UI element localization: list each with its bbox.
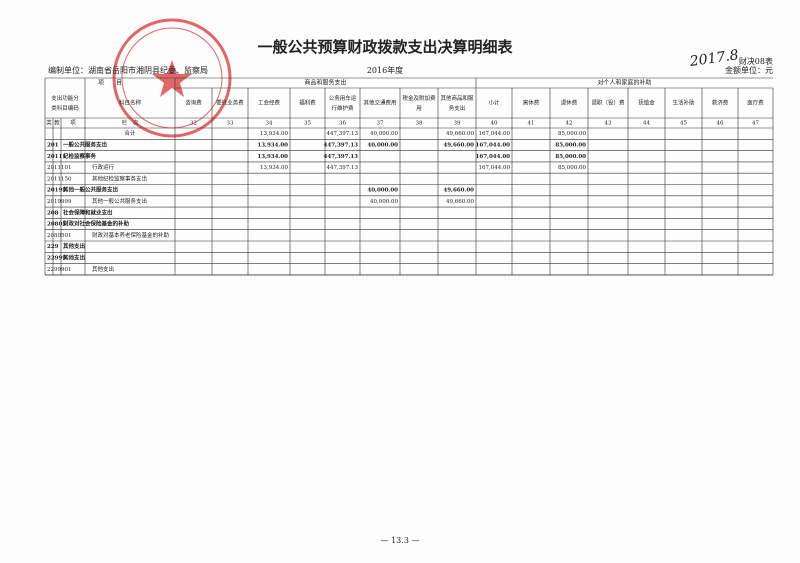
column-header: 其他商品和服务支出 [440, 94, 474, 112]
column-number: 42 [566, 121, 573, 127]
row-name: 纪检监察事务 [63, 152, 97, 160]
level-label: 类 [46, 119, 52, 127]
cell-value: 447,397.13 [324, 154, 359, 160]
cell-value: 40,000.00 [370, 131, 398, 137]
row-name: 其他支出 [92, 265, 114, 273]
row-code: 20111 [47, 154, 66, 160]
row-name: 其他支出 [63, 242, 86, 250]
cell-value: 40,000.00 [370, 199, 398, 205]
row-name: 行政运行 [92, 163, 115, 171]
cell-value: 49,660.00 [443, 142, 474, 148]
column-number: 33 [227, 121, 234, 127]
row-name: 一般公共服务支出 [63, 140, 108, 148]
page-number: — 13.3 — [381, 536, 420, 545]
cell-value: 447,397.13 [327, 165, 359, 171]
column-header: 离休费 [523, 99, 540, 107]
name-header: 科目名称 [119, 99, 142, 107]
row-name: 其他支出 [63, 253, 86, 261]
column-header: 公务用车运行维护费 [329, 94, 357, 112]
row-code: 201 [47, 142, 59, 148]
column-header: 工会经费 [258, 99, 281, 107]
row-name: 其他一般公共服务支出 [63, 186, 119, 194]
cell-value: 13,934.00 [257, 142, 288, 148]
cell-value: 85,000.00 [558, 165, 586, 171]
year: 2016年度 [367, 65, 403, 75]
column-number: 37 [377, 121, 384, 127]
row-code: 2011101 [47, 165, 72, 171]
column-number: 32 [190, 121, 197, 127]
cell-value: 447,397.13 [327, 131, 359, 137]
cell-value: 167,044.00 [476, 154, 511, 160]
column-header: 委托业务费 [216, 99, 244, 107]
column-number: 39 [454, 121, 461, 127]
code-header: 支出功能分类科目编码 [51, 94, 79, 112]
column-number: 43 [605, 121, 612, 127]
row-name: 其他一般公共服务支出 [92, 197, 147, 205]
cell-value: 167,044.00 [476, 142, 511, 148]
cell-value: 13,934.00 [260, 165, 288, 171]
cell-value: 49,660.00 [446, 199, 474, 205]
cell-value: 13,934.00 [260, 131, 288, 137]
column-header: 医疗费 [747, 99, 764, 107]
col-label: 栏 次 [122, 119, 139, 127]
group-header: 商品和服务支出 [304, 79, 346, 87]
row-code: 208 [47, 210, 59, 216]
row-code: 22999 [47, 255, 66, 261]
row-name: 合计 [124, 129, 136, 137]
column-header: 退职（役）费 [591, 99, 625, 107]
column-header: 其他交通费用 [363, 99, 396, 107]
column-number: 45 [680, 121, 687, 127]
column-header: 咨询费 [185, 99, 202, 107]
group-header: 对个人和家庭的补助 [597, 79, 651, 87]
cell-value: 167,044.00 [479, 165, 511, 171]
table: 项 目 商品和服务支出 对个人和家庭的补助支出功能分类科目编码 科目名称类款 项 栏 次 咨… [44, 77, 774, 276]
column-number: 34 [266, 121, 273, 127]
cell-value: 13,934.00 [257, 154, 288, 160]
row-code: 2299901 [47, 267, 72, 273]
level-label: 款 [54, 119, 60, 127]
row-name: 财政对社会保险基金的补助 [62, 220, 130, 228]
row-name: 其他纪检监察事务支出 [92, 174, 147, 182]
column-header: 退休费 [561, 99, 578, 107]
cell-value: 40,000.00 [367, 188, 398, 194]
row-code: 20199 [47, 188, 66, 194]
row-code: 2019999 [47, 199, 72, 205]
column-number: 38 [416, 121, 423, 127]
cell-value: 49,660.00 [443, 188, 474, 194]
row-code: 20805 [47, 222, 66, 228]
row-code: 2080501 [47, 233, 72, 239]
cell-value: 85,000.00 [558, 131, 586, 137]
form-no: 财决08表 [739, 56, 773, 66]
column-header: 救济费 [712, 99, 729, 107]
column-header: 抚恤金 [638, 99, 655, 107]
unit-label: 金额单位：元 [725, 65, 773, 75]
cell-value: 49,660.00 [446, 131, 474, 137]
row-code: 2011150 [47, 176, 72, 182]
row-name: 社会保障和就业支出 [62, 208, 113, 216]
column-header: 小计 [488, 99, 500, 107]
column-number: 36 [339, 121, 346, 127]
column-header: 生活补助 [672, 99, 695, 107]
column-number: 44 [643, 121, 650, 127]
column-number: 40 [491, 121, 498, 127]
column-number: 35 [304, 121, 311, 127]
cell-value: 85,000.00 [555, 142, 586, 148]
row-code: 229 [47, 244, 59, 250]
row-name: 财政对基本养老保险基金的补助 [92, 231, 170, 239]
level-label: 项 [70, 120, 76, 127]
cell-value: 447,397.13 [324, 142, 359, 148]
signature: 2017.8 [688, 47, 740, 70]
item-label: 项 目 [98, 80, 122, 87]
column-number: 41 [528, 121, 535, 127]
cell-value: 85,000.00 [555, 154, 586, 160]
column-number: 47 [752, 121, 759, 127]
column-number: 46 [717, 121, 724, 127]
cell-value: 40,000.00 [367, 142, 398, 148]
column-header: 福利费 [299, 99, 316, 107]
column-header: 税金及附加费用 [402, 94, 436, 112]
title: 一般公共预算财政拨款支出决算明细表 [257, 38, 513, 56]
org: 编制单位：湖南省岳阳市湘阴县纪委、监察局 [48, 65, 208, 75]
cell-value: 167,044.00 [479, 131, 511, 137]
